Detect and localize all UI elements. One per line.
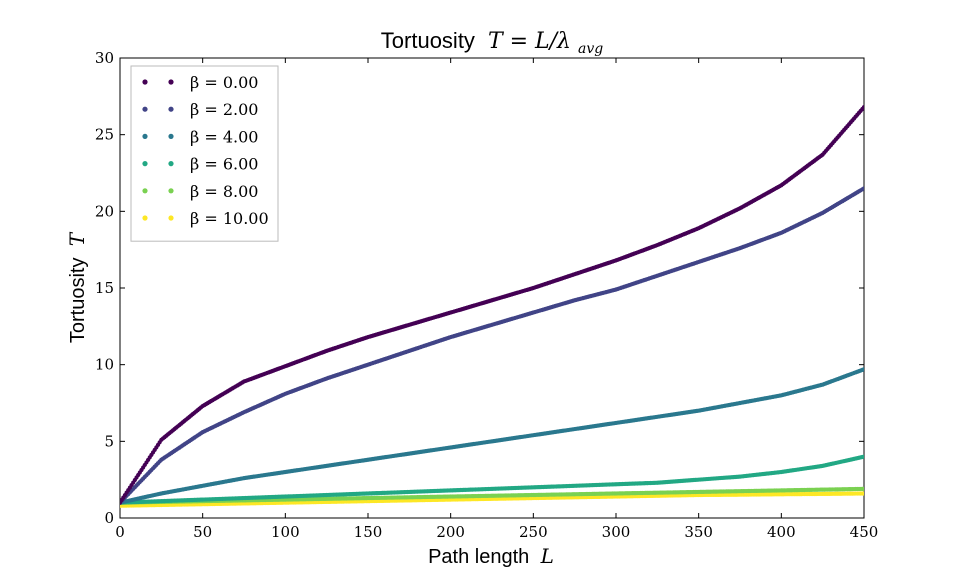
legend: β = 0.00 β = 2.00 β = 4.00 β = 6.00 β = 8.00… [130,65,279,242]
series-layer [120,104,864,508]
x-axis-label-math: L [540,544,554,568]
y-tick-label: 20 [95,202,114,220]
legend-label: β = 8.00 [190,182,258,201]
data-point [861,454,864,459]
legend-marker [142,79,148,85]
legend-label: β = 0.00 [190,73,258,92]
x-tick-label: 400 [767,523,796,541]
x-tick-label: 350 [684,523,713,541]
legend-marker [142,215,148,221]
y-tick-label: 30 [95,49,114,67]
legend-marker [142,188,148,194]
legend-marker [142,106,148,112]
legend-marker [168,106,174,112]
legend-marker [142,161,148,167]
data-point [861,186,864,191]
chart-title-subscript: avg [578,41,603,57]
x-tick-label: 150 [354,523,383,541]
x-tick-label: 50 [193,523,212,541]
x-tick-label: 300 [602,523,631,541]
legend-box [130,65,279,242]
legend-label: β = 6.00 [190,155,258,174]
series-8.00 [120,486,864,505]
legend-marker [168,79,174,85]
legend-marker [168,133,174,139]
legend-label: β = 10.00 [190,209,269,228]
x-tick-label: 250 [519,523,548,541]
y-tick-label: 15 [95,279,114,297]
svg-text:Tortuosity T = L/λ: Tortuosity T = L/λ avg [381,28,603,57]
x-axis-label-text: Path length [428,546,529,568]
chart-title: Tortuosity T = L/λ avg [381,28,603,57]
y-tick-label: 0 [104,509,114,527]
y-tick-label: 10 [95,356,114,374]
plot-area: 0 50 100 150 200 250 300 350 400 450 0 5 10 15 20 25 30 β… [95,49,878,541]
chart-title-math: T = L/λ [488,29,571,54]
series-4.00 [120,367,864,505]
legend-label: β = 2.00 [190,100,258,119]
legend-marker [142,133,148,139]
legend-label: β = 4.00 [190,127,258,146]
legend-marker [168,161,174,167]
legend-marker [168,188,174,194]
data-point [861,367,864,372]
y-tick-label: 25 [95,126,114,144]
x-axis-label: Path length L [428,544,554,568]
data-point [861,486,864,491]
x-tick-label: 200 [436,523,465,541]
data-point [861,104,864,110]
x-tick-label: 0 [115,523,125,541]
y-axis-label-text: Tortuosity [67,258,89,344]
y-axis-label-math: T [65,231,89,246]
x-tick-label: 100 [271,523,300,541]
x-tick-label: 450 [850,523,879,541]
y-tick-label: 5 [104,432,114,450]
chart-title-text: Tortuosity [381,28,475,53]
series-0.00 [120,104,864,505]
y-axis-label: Tortuosity T [65,231,89,343]
data-point [861,491,864,496]
legend-marker [168,215,174,221]
